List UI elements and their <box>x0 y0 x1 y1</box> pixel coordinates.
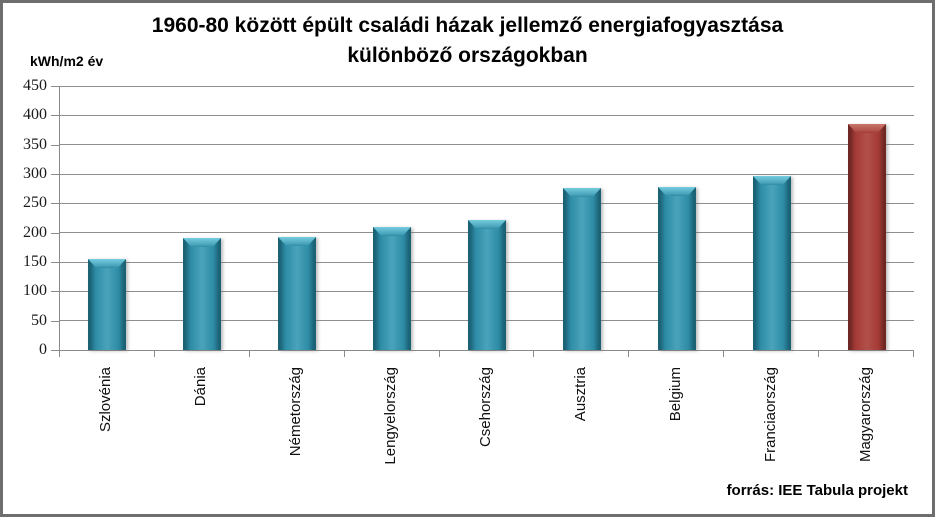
bar-top-bevel <box>468 220 506 229</box>
bar-top-bevel <box>278 237 316 246</box>
bar-nemetorszag <box>278 237 316 350</box>
bar-csehorszag <box>468 220 506 350</box>
gridline <box>60 173 914 175</box>
x-axis-tick <box>818 351 819 357</box>
y-axis-tick <box>51 320 59 322</box>
x-axis-tick <box>439 351 440 357</box>
x-category-label-franciaorszag: Franciaország <box>762 367 779 463</box>
y-axis-tick <box>51 232 59 234</box>
bar-top-bevel <box>373 227 411 236</box>
bar-dania <box>183 238 221 350</box>
gridline <box>60 144 914 146</box>
chart-title: 1960-80 között épült családi házak jelle… <box>3 11 932 72</box>
bar-magyarorszag <box>848 124 886 350</box>
x-category-label-nemetorszag: Németország <box>287 367 304 457</box>
y-tick-label-350: 350 <box>23 135 47 153</box>
y-tick-label-400: 400 <box>23 106 47 124</box>
y-tick-label-200: 200 <box>23 223 47 241</box>
bar-top-bevel <box>183 238 221 247</box>
y-tick-label-50: 50 <box>31 311 47 329</box>
x-axis-tick <box>913 351 914 357</box>
bar-belgium <box>658 187 696 350</box>
y-axis-tick <box>51 350 59 351</box>
y-axis-tick <box>51 262 59 263</box>
gridline <box>60 86 914 87</box>
y-tick-label-300: 300 <box>23 165 47 182</box>
y-axis-tick <box>51 144 59 146</box>
bar-lengyelorszag <box>373 227 411 350</box>
x-category-label-ausztria: Ausztria <box>572 367 589 422</box>
source-note: forrás: IEE Tabula projekt <box>726 482 908 499</box>
x-category-label-lengyelorszag: Lengyelország <box>382 367 399 465</box>
x-axis-tick <box>249 351 250 357</box>
y-tick-label-250: 250 <box>23 194 47 212</box>
y-axis-tick <box>51 174 59 175</box>
x-category-label-csehorszag: Csehország <box>477 367 494 448</box>
bar-ausztria <box>563 188 601 350</box>
x-axis-tick <box>344 351 345 357</box>
x-category-label-szlovenia: Szlovénia <box>97 367 114 433</box>
bar-top-bevel <box>88 259 126 268</box>
x-axis-tick <box>59 351 60 357</box>
plot-area <box>59 86 914 351</box>
bar-top-bevel <box>753 176 791 185</box>
y-axis-tick <box>51 203 59 205</box>
x-axis-tick <box>628 351 629 357</box>
y-axis-tick <box>51 291 59 293</box>
y-tick-label-150: 150 <box>23 253 47 270</box>
y-tick-label-0: 0 <box>39 341 47 358</box>
x-category-label-magyarorszag: Magyarország <box>857 367 874 463</box>
x-axis-tick <box>154 351 155 357</box>
bar-top-bevel <box>848 124 886 133</box>
gridline <box>60 114 914 116</box>
y-axis-tick <box>51 115 59 117</box>
x-axis-tick <box>533 351 534 357</box>
x-category-label-belgium: Belgium <box>667 367 684 422</box>
y-axis-tick <box>51 86 59 87</box>
y-tick-label-450: 450 <box>23 77 47 94</box>
gridline <box>60 202 914 204</box>
bar-szlovenia <box>88 259 126 350</box>
bar-franciaorszag <box>753 176 791 350</box>
chart-title-text: 1960-80 között épült családi házak jelle… <box>151 14 784 68</box>
bar-top-bevel <box>563 188 601 197</box>
x-axis-tick <box>723 351 724 357</box>
y-axis-unit-label: kWh/m2 év <box>30 53 104 69</box>
x-category-label-dania: Dánia <box>192 367 209 407</box>
y-tick-label-100: 100 <box>23 282 47 300</box>
bar-top-bevel <box>658 187 696 196</box>
